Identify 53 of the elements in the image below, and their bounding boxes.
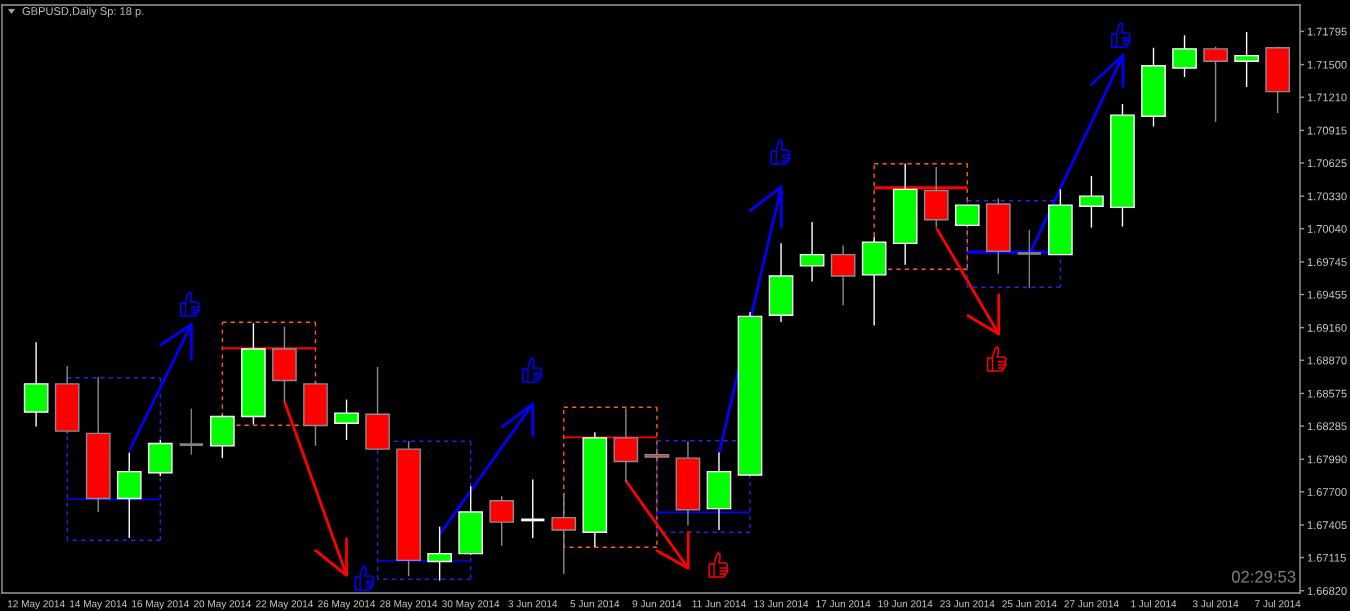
annotation: 02:29:53 <box>1231 570 1296 583</box>
candlestick <box>334 398 359 441</box>
x-tick-label: 28 May 2014 <box>380 600 438 610</box>
y-tick-label: 1.70915 <box>1307 126 1347 135</box>
x-tick-label: 16 May 2014 <box>132 600 189 610</box>
candlestick <box>1234 31 1259 88</box>
y-tick-label: 1.70625 <box>1307 159 1347 168</box>
x-tick-label: 17 Jun 2014 <box>816 600 871 608</box>
candlestick <box>799 221 825 283</box>
y-tick-label: 1.67990 <box>1307 455 1347 464</box>
y-tick-label: 1.68870 <box>1307 356 1347 365</box>
y-tick-label: 1.70330 <box>1307 192 1347 201</box>
x-tick-label: 26 May 2014 <box>318 600 376 610</box>
candlestick <box>1016 229 1043 290</box>
x-tick-label: 25 Jun 2014 <box>1002 600 1057 608</box>
candlestick <box>1079 175 1104 229</box>
candlestick <box>1203 45 1228 123</box>
y-tick-label: 1.67700 <box>1307 488 1347 496</box>
candlestick <box>1172 34 1197 78</box>
x-tick-label: 13 Jun 2014 <box>754 600 809 608</box>
y-tick-label: 1.71795 <box>1307 27 1347 36</box>
candlestick <box>427 525 452 582</box>
y-tick-label: 1.70040 <box>1307 225 1347 233</box>
x-tick-label: 20 May 2014 <box>193 600 251 610</box>
x-tick-label: 19 Jun 2014 <box>878 600 933 608</box>
y-tick-label: 1.71210 <box>1307 93 1347 102</box>
x-tick-label: 3 Jun 2014 <box>508 600 558 608</box>
y-tick-label: 1.68285 <box>1307 422 1347 431</box>
y-tick-label: 1.66820 <box>1307 587 1347 595</box>
x-tick-label: 7 Jul 2014 <box>1255 599 1301 608</box>
x-tick-label: 9 Jun 2014 <box>632 600 682 608</box>
candlestick <box>178 407 205 456</box>
y-tick-label: 1.69160 <box>1307 323 1347 332</box>
x-tick-label: 22 May 2014 <box>256 600 314 610</box>
x-tick-label: 30 May 2014 <box>442 600 500 610</box>
x-tick-label: 5 Jun 2014 <box>570 600 620 608</box>
y-tick-label: 1.68575 <box>1307 389 1347 398</box>
y-tick-label: 1.71500 <box>1307 60 1347 69</box>
y-tick-label: 1.69745 <box>1307 258 1347 267</box>
candlestick <box>830 244 856 306</box>
y-tick-label: 1.67405 <box>1307 521 1347 530</box>
chart-title: GBPUSD,Daily Sp: 18 p. <box>22 6 144 18</box>
x-tick-label: 11 Jun 2014 <box>692 600 746 608</box>
x-tick-label: 3 Jul 2014 <box>1192 599 1239 608</box>
x-tick-label: 14 May 2014 <box>70 600 127 610</box>
x-tick-label: 27 Jun 2014 <box>1064 600 1119 608</box>
x-tick-label: 1 Jul 2014 <box>1131 599 1177 608</box>
x-tick-label: 12 May 2014 <box>8 600 65 610</box>
y-tick-label: 1.69455 <box>1307 290 1347 299</box>
x-tick-label: 23 Jun 2014 <box>940 600 995 608</box>
candlestick <box>519 478 546 539</box>
y-tick-label: 1.67115 <box>1307 553 1346 562</box>
candlestick <box>489 495 515 547</box>
